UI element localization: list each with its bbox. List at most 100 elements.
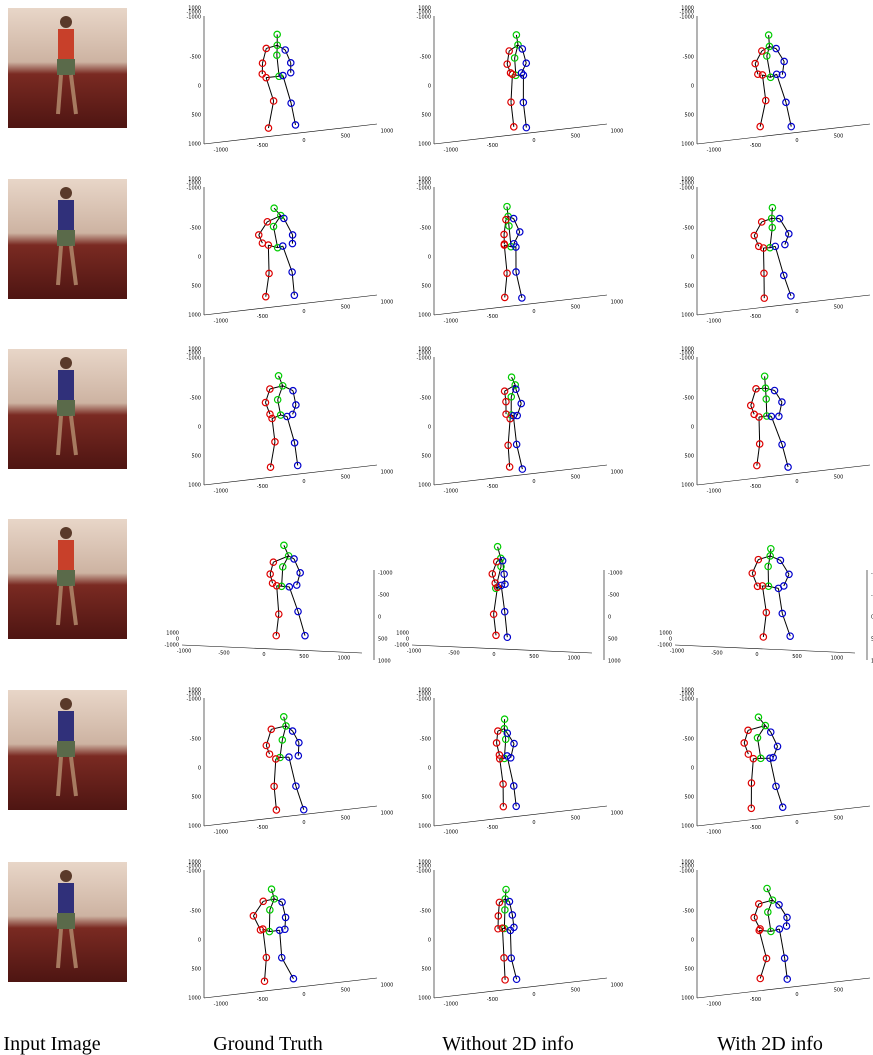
axis-line [433, 464, 608, 486]
axis-tick-label: 500 [341, 815, 351, 821]
skeleton-joint [744, 726, 752, 735]
axis-tick-label: 500 [191, 284, 201, 290]
skeleton-bone [515, 389, 522, 404]
axis-tick-label: 0 [378, 615, 381, 621]
skeleton-joint [508, 70, 517, 79]
axis-tick-label: -500 [683, 909, 694, 915]
axis-tick-label: 0 [532, 309, 535, 315]
axis-tick-label: 0 [691, 255, 694, 261]
skeleton-bone [759, 929, 771, 932]
skeleton-joint [503, 752, 511, 760]
axis-tick-label: 500 [191, 113, 201, 119]
skeleton-bone [296, 572, 301, 586]
axis-tick-label: 0 [302, 138, 305, 144]
skeleton-joint [776, 556, 785, 565]
person-head [60, 187, 72, 199]
skeleton-bone [506, 206, 509, 217]
skeleton-bone [767, 899, 773, 913]
axis-tick-label: -1000 [186, 356, 201, 362]
skeleton-joint [288, 231, 297, 239]
person-leg [56, 74, 63, 115]
axis-tick-label: 1000 [381, 300, 394, 306]
skeleton-joint [510, 739, 518, 748]
skeleton-bone [510, 102, 515, 127]
skeleton-joint [756, 754, 765, 763]
skeleton-bone [499, 758, 504, 785]
skeleton-joint [272, 631, 281, 640]
skeleton-joint [501, 906, 509, 914]
skeleton-bone [266, 44, 278, 49]
axis-tick-label: 1000 [568, 656, 581, 662]
axis-tick-label: 0 [691, 425, 694, 431]
skeleton-joint [772, 70, 781, 79]
axis-tick-label: 0 [795, 138, 798, 144]
skeleton-joint [278, 736, 287, 744]
skeleton-bone [781, 613, 791, 637]
axis-tick-label: 0 [428, 84, 431, 90]
axis-tick-label: 1000 [188, 347, 201, 353]
axis-tick-label: -500 [683, 55, 694, 61]
skeleton-joint [775, 900, 783, 909]
skeleton-joint [272, 581, 281, 590]
skeleton-bone [743, 730, 749, 744]
skeleton-joint [274, 372, 283, 380]
skeleton-bone [754, 63, 759, 75]
skeleton-joint [517, 399, 526, 408]
skeleton-joint [518, 465, 527, 473]
person-leg [56, 415, 63, 456]
skeleton-joint [774, 584, 783, 593]
skeleton-joint [282, 722, 290, 730]
skeleton-bone [758, 415, 767, 418]
skeleton-joint [512, 243, 520, 251]
skeleton-joint [506, 69, 515, 77]
skeleton-joint [290, 291, 299, 300]
axis-tick-label: 500 [834, 815, 844, 821]
axis-tick-label: -1000 [679, 864, 694, 870]
skeleton-joint [288, 268, 296, 276]
axis-tick-label: -500 [608, 593, 619, 599]
skeleton-bone [764, 388, 767, 400]
axis-tick-label: 1000 [608, 659, 621, 665]
axis-tick-label: 1000 [418, 142, 431, 148]
axis-tick-label: 1000 [681, 142, 694, 148]
skeleton-joint [767, 544, 775, 553]
skeleton-joint [280, 214, 288, 223]
person-shorts [57, 400, 75, 416]
axis-tick-label: 1000 [188, 688, 201, 694]
skeleton-joint [518, 45, 527, 53]
skeleton-joint [261, 292, 270, 301]
skeleton-bone [282, 385, 294, 392]
skeleton-joint [751, 59, 759, 68]
axis-tick-label: 0 [198, 938, 201, 944]
skeleton-joint [754, 555, 763, 564]
axis-tick-label: 1000 [681, 177, 694, 183]
axis-tick-label: -1000 [416, 186, 431, 192]
skeleton-joint [266, 463, 275, 471]
skeleton-joint [760, 269, 768, 278]
skeleton-bone [761, 217, 772, 223]
axis-tick-label: 1000 [611, 300, 624, 306]
skeleton-joint [268, 414, 276, 423]
skeleton-joint [488, 570, 497, 578]
axis-tick-label: 1000 [381, 470, 394, 476]
axis-tick-label: 1000 [418, 347, 431, 353]
axis-tick-label: -1000 [186, 864, 201, 870]
axis-tick-label: -1000 [707, 830, 722, 836]
skeleton-joint [288, 239, 297, 248]
skeleton-joint [272, 755, 280, 763]
axis-tick-label: -1000 [670, 649, 685, 655]
skeleton-bone [513, 231, 521, 244]
axis-tick-label: -1000 [416, 356, 431, 362]
skeleton-joint [500, 387, 509, 396]
skeleton-joint [760, 372, 769, 381]
axis-tick-label: 1000 [681, 483, 694, 489]
axis-tick-label: -1000 [608, 571, 623, 577]
skeleton-joint [281, 925, 289, 934]
skeleton-bone [496, 742, 500, 756]
skeleton-bone [288, 586, 299, 612]
skeleton-joint [764, 908, 772, 916]
person-leg [69, 415, 78, 456]
axis-tick-label: -1000 [186, 869, 201, 875]
axis-tick-label: 1000 [381, 129, 394, 135]
skeleton-bone [767, 555, 771, 567]
